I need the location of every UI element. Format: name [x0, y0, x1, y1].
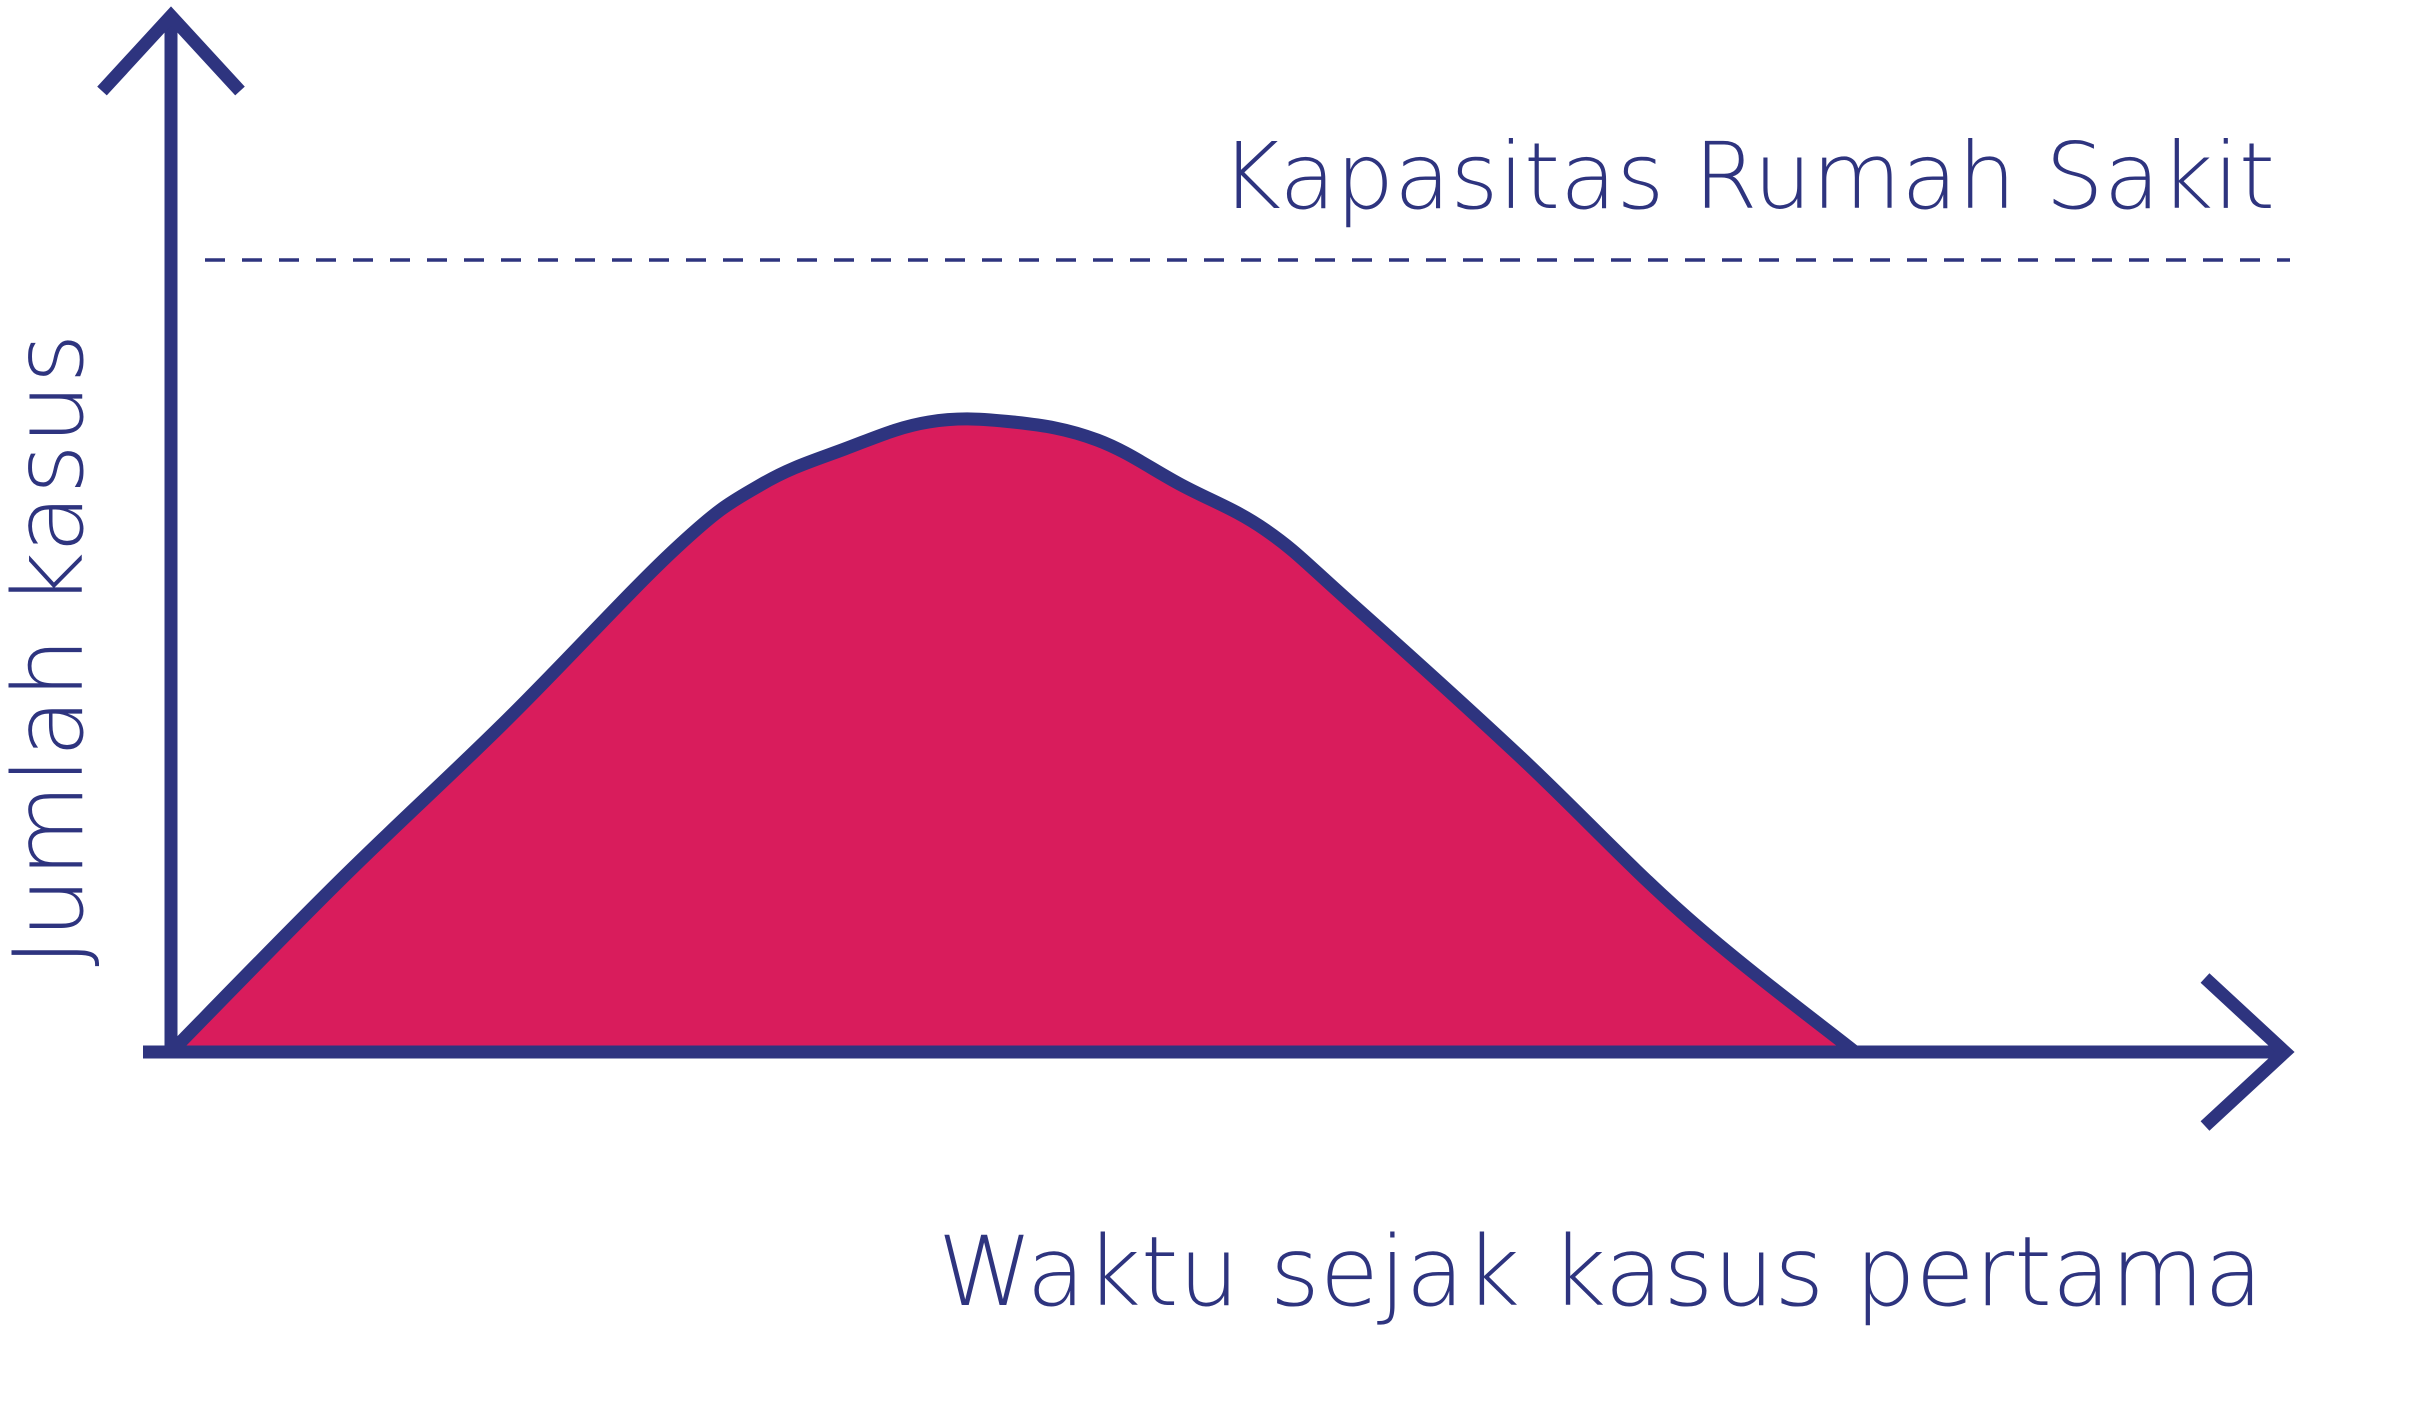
y-axis-label: Jumlah kasus — [0, 333, 105, 966]
case-curve-area — [164, 412, 1862, 1059]
x-axis-arrowhead — [2200, 973, 2295, 1131]
hospital-capacity-label: Kapasitas Rumah Sakit — [1221, 123, 2275, 230]
y-axis-arrowhead — [97, 6, 245, 96]
x-axis-label: Waktu sejak kasus pertama — [938, 1216, 2263, 1328]
